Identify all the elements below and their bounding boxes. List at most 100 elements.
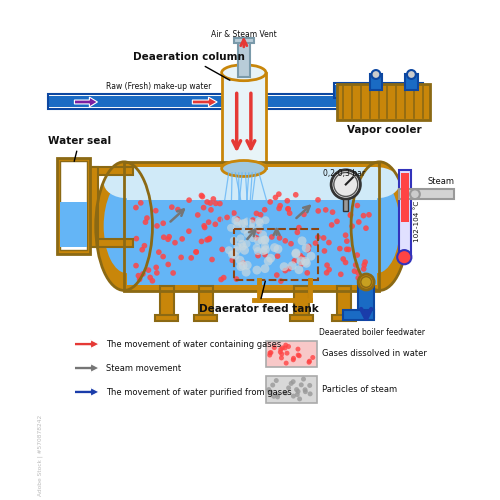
Circle shape <box>258 212 264 218</box>
Bar <box>90 240 133 248</box>
Bar <box>126 190 377 284</box>
Bar <box>198 286 213 320</box>
Circle shape <box>301 257 310 266</box>
Circle shape <box>274 254 280 259</box>
Circle shape <box>275 392 280 398</box>
Ellipse shape <box>222 160 266 176</box>
Bar <box>124 162 380 291</box>
Circle shape <box>282 238 288 244</box>
Circle shape <box>198 238 204 244</box>
Circle shape <box>294 230 300 235</box>
Circle shape <box>322 248 328 254</box>
Circle shape <box>324 262 330 268</box>
Circle shape <box>308 392 312 396</box>
Circle shape <box>337 246 342 252</box>
Circle shape <box>234 218 241 226</box>
Bar <box>160 286 173 320</box>
Circle shape <box>258 236 266 244</box>
Circle shape <box>292 250 300 258</box>
Circle shape <box>348 212 354 218</box>
Circle shape <box>293 192 298 198</box>
Circle shape <box>209 256 215 262</box>
Circle shape <box>286 206 291 212</box>
Circle shape <box>230 236 238 244</box>
Circle shape <box>329 222 334 228</box>
Circle shape <box>295 392 300 397</box>
Bar <box>234 38 254 44</box>
Circle shape <box>315 197 321 202</box>
Circle shape <box>344 238 350 244</box>
Circle shape <box>144 215 150 221</box>
FancyArrow shape <box>74 364 99 372</box>
Bar <box>413 92 424 118</box>
Circle shape <box>221 275 226 280</box>
Circle shape <box>288 262 296 270</box>
Text: Raw (Fresh) make-up water: Raw (Fresh) make-up water <box>106 82 212 90</box>
Circle shape <box>240 226 248 234</box>
Circle shape <box>278 347 283 352</box>
Circle shape <box>172 240 178 246</box>
Bar <box>290 315 313 321</box>
Circle shape <box>170 270 176 276</box>
Circle shape <box>254 235 259 240</box>
Circle shape <box>231 210 237 216</box>
Ellipse shape <box>354 167 400 198</box>
Circle shape <box>218 276 224 282</box>
Ellipse shape <box>372 70 380 79</box>
Bar <box>405 74 417 90</box>
FancyArrow shape <box>74 388 99 396</box>
Circle shape <box>166 262 171 268</box>
Circle shape <box>307 383 312 388</box>
Circle shape <box>256 219 264 227</box>
Circle shape <box>363 226 369 231</box>
Text: Deaerated boiler feedwater: Deaerated boiler feedwater <box>320 328 426 337</box>
Circle shape <box>287 210 292 216</box>
Circle shape <box>234 242 241 250</box>
Circle shape <box>260 247 268 255</box>
Circle shape <box>302 259 311 268</box>
Circle shape <box>244 218 252 226</box>
Text: 102-104 °C: 102-104 °C <box>414 201 420 242</box>
Circle shape <box>285 206 291 212</box>
Circle shape <box>344 246 350 252</box>
Circle shape <box>250 217 256 223</box>
Circle shape <box>133 204 139 210</box>
Circle shape <box>296 389 300 394</box>
Circle shape <box>279 356 284 360</box>
Text: Water seal: Water seal <box>48 136 111 162</box>
Circle shape <box>261 242 269 250</box>
Circle shape <box>233 246 241 254</box>
Circle shape <box>242 240 250 248</box>
Ellipse shape <box>351 162 408 290</box>
Bar <box>266 340 318 367</box>
Circle shape <box>264 256 272 266</box>
Circle shape <box>290 379 296 384</box>
Circle shape <box>169 204 174 210</box>
Circle shape <box>323 207 328 212</box>
Circle shape <box>350 224 355 229</box>
Circle shape <box>146 268 152 273</box>
Circle shape <box>324 270 330 276</box>
Text: Steam: Steam <box>428 176 454 186</box>
Text: Adobe Stock | #570878242: Adobe Stock | #570878242 <box>37 415 43 496</box>
Circle shape <box>261 245 270 254</box>
Circle shape <box>252 266 262 274</box>
Circle shape <box>296 352 300 358</box>
Bar <box>334 85 423 96</box>
Circle shape <box>352 268 358 274</box>
Circle shape <box>262 207 268 212</box>
Circle shape <box>186 228 192 234</box>
Circle shape <box>283 342 288 347</box>
Circle shape <box>286 344 291 349</box>
Circle shape <box>261 236 269 244</box>
Bar <box>238 40 250 77</box>
Circle shape <box>255 253 261 258</box>
Circle shape <box>218 216 223 222</box>
Circle shape <box>140 247 145 252</box>
Circle shape <box>243 261 252 270</box>
Circle shape <box>260 236 270 244</box>
Circle shape <box>278 350 283 354</box>
Circle shape <box>166 234 172 239</box>
Ellipse shape <box>407 70 416 79</box>
Ellipse shape <box>96 162 152 290</box>
